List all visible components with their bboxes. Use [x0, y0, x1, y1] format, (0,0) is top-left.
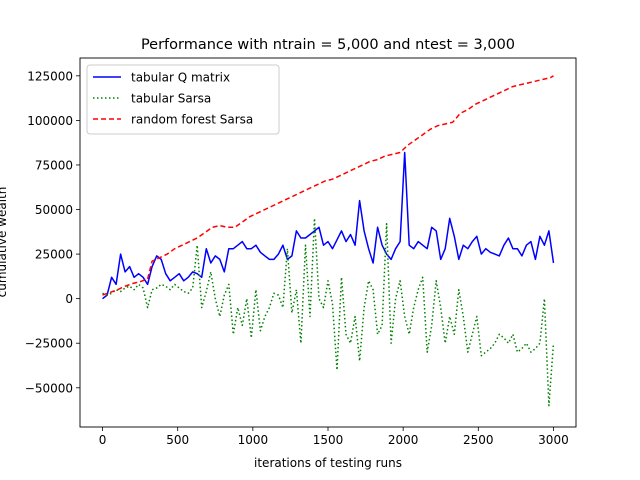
y-tick-label: −25000: [25, 337, 73, 351]
x-tick-label: 1000: [238, 433, 269, 447]
legend-label: random forest Sarsa: [131, 113, 253, 127]
x-tick-label: 2500: [463, 433, 494, 447]
series-line-tabular-sarsa: [102, 217, 555, 407]
chart-title: Performance with ntrain = 5,000 and ntes…: [141, 37, 515, 53]
legend-label: tabular Sarsa: [131, 92, 211, 106]
x-tick-label: 1500: [313, 433, 344, 447]
legend: tabular Q matrix tabular Sarsa random fore…: [86, 64, 280, 135]
x-axis-label: iterations of testing runs: [254, 456, 402, 470]
y-axis: −50000 −25000 0 25000 50000 75000 100000 125000: [25, 69, 80, 395]
y-tick-label: 50000: [35, 203, 73, 217]
legend-box: [86, 64, 280, 135]
plot-lines: [102, 75, 555, 407]
x-tick-label: 500: [166, 433, 189, 447]
y-tick-label: −50000: [25, 381, 73, 395]
legend-label: tabular Q matrix: [131, 71, 230, 85]
x-tick-label: 3000: [538, 433, 569, 447]
series-line-random-forest-sarsa: [102, 75, 554, 296]
x-tick-label: 0: [99, 433, 107, 447]
y-axis-label: cumulative wealth: [0, 187, 9, 298]
x-tick-label: 2000: [388, 433, 419, 447]
y-tick-label: 125000: [27, 69, 73, 83]
y-tick-label: 75000: [35, 158, 73, 172]
series-line-tabular-q-matrix: [102, 151, 555, 300]
y-tick-label: 0: [65, 292, 73, 306]
x-axis: 0 500 1000 1500 2000 2500 3000: [99, 427, 569, 447]
y-tick-label: 100000: [27, 114, 73, 128]
y-tick-label: 25000: [35, 248, 73, 262]
